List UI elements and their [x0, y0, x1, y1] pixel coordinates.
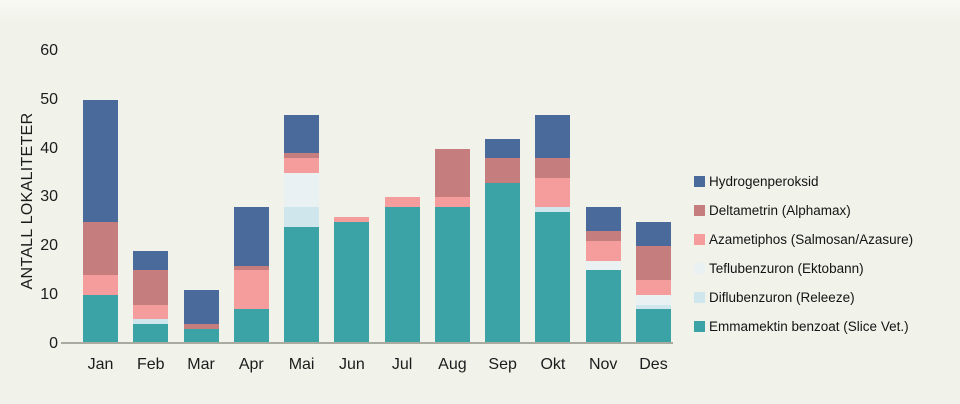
x-axis-line — [61, 342, 673, 344]
legend-item: Hydrogenperoksid — [694, 167, 913, 196]
bar-segment — [384, 197, 420, 208]
x-tick-label: Feb — [136, 356, 165, 373]
bar-segment — [233, 270, 269, 310]
legend-item: Teflubenzuron (Ektobann) — [694, 254, 913, 283]
bar-segment — [485, 138, 521, 159]
bar-segment — [284, 226, 320, 344]
bar-segment — [434, 148, 470, 198]
legend: Hydrogenperoksid Deltametrin (Alphamax) Az… — [694, 167, 913, 341]
legend-swatch-icon — [694, 292, 705, 303]
y-tick-label: 10 — [40, 285, 58, 303]
bar-segment — [133, 324, 169, 344]
bar-segment — [585, 231, 621, 242]
x-tick-label: Jan — [87, 356, 114, 373]
legend-label: Emmamektin benzoat (Slice Vet.) — [709, 319, 909, 334]
bar-segment — [434, 207, 470, 344]
bar-segment — [585, 260, 621, 271]
x-tick-label: Jun — [338, 356, 365, 373]
bar-segment — [635, 309, 671, 344]
bar-segment — [635, 294, 671, 305]
x-tick-label: Aug — [438, 356, 467, 373]
bar-segment — [284, 114, 320, 154]
legend-item: Azametiphos (Salmosan/Azasure) — [694, 225, 913, 254]
bar-segment — [284, 207, 320, 227]
x-tick-label: Apr — [238, 356, 264, 373]
bar-segment — [83, 294, 118, 344]
legend-swatch-icon — [694, 263, 705, 274]
bar-segment — [535, 177, 571, 208]
legend-swatch-icon — [694, 176, 705, 187]
bar-segment — [133, 304, 169, 320]
bar-segment — [535, 114, 571, 159]
bar-segment — [535, 211, 571, 344]
bar-segment — [83, 221, 118, 276]
x-tick-label: Des — [639, 356, 668, 373]
legend-item: Emmamektin benzoat (Slice Vet.) — [694, 312, 913, 341]
bar-segment — [133, 319, 169, 324]
bar-segment — [334, 216, 370, 222]
bar-segment — [133, 270, 169, 305]
bar-segment — [284, 172, 320, 208]
bar-segment — [535, 207, 571, 212]
legend-item: Diflubenzuron (Releeze) — [694, 283, 913, 312]
x-tick-label: Okt — [540, 356, 566, 373]
bar-segment — [635, 304, 671, 310]
bar-segment — [83, 275, 118, 295]
bar-segment — [635, 246, 671, 281]
legend-label: Teflubenzuron (Ektobann) — [709, 261, 864, 276]
bar-segment — [535, 158, 571, 178]
legend-swatch-icon — [694, 205, 705, 216]
y-tick-label: 40 — [40, 139, 58, 157]
legend-label: Azametiphos (Salmosan/Azasure) — [709, 232, 914, 247]
x-tick-label: Jul — [391, 356, 413, 373]
bar-segment — [585, 207, 621, 232]
legend-swatch-icon — [694, 321, 705, 332]
bar-segment — [284, 153, 320, 159]
legend-label: Deltametrin (Alphamax) — [709, 203, 851, 218]
legend-label: Hydrogenperoksid — [709, 174, 819, 189]
bar-segment — [183, 289, 219, 324]
x-tick-label: Mar — [187, 356, 215, 373]
bar-segment — [635, 221, 671, 247]
x-tick-label: Sep — [488, 356, 517, 373]
bar-segment — [384, 207, 420, 344]
legend-label: Diflubenzuron (Releeze) — [709, 290, 855, 305]
y-tick-label: 60 — [40, 42, 58, 60]
x-tick-label: Nov — [588, 356, 618, 373]
legend-swatch-icon — [694, 234, 705, 245]
bar-segment — [133, 250, 169, 271]
bar-segment — [233, 265, 269, 271]
bar-segment — [334, 221, 370, 344]
y-tick-label: 30 — [40, 188, 58, 206]
bar-segment — [284, 158, 320, 173]
bar-segment — [585, 241, 621, 261]
bar-segment — [183, 324, 219, 329]
bar-segment — [585, 270, 621, 344]
bar-segment — [485, 158, 521, 183]
bar-segment — [485, 182, 521, 344]
bar-segment — [233, 207, 269, 266]
y-tick-label: 20 — [40, 237, 58, 255]
bar-segment — [83, 99, 118, 222]
bar-segment — [635, 280, 671, 295]
bar-segment — [434, 197, 470, 208]
x-tick-label: Mai — [288, 356, 315, 373]
y-tick-label: 50 — [40, 90, 58, 108]
bar-segment — [233, 309, 269, 344]
y-tick-label: 0 — [49, 334, 58, 352]
legend-item: Deltametrin (Alphamax) — [694, 196, 913, 225]
bar-segment — [183, 328, 219, 344]
